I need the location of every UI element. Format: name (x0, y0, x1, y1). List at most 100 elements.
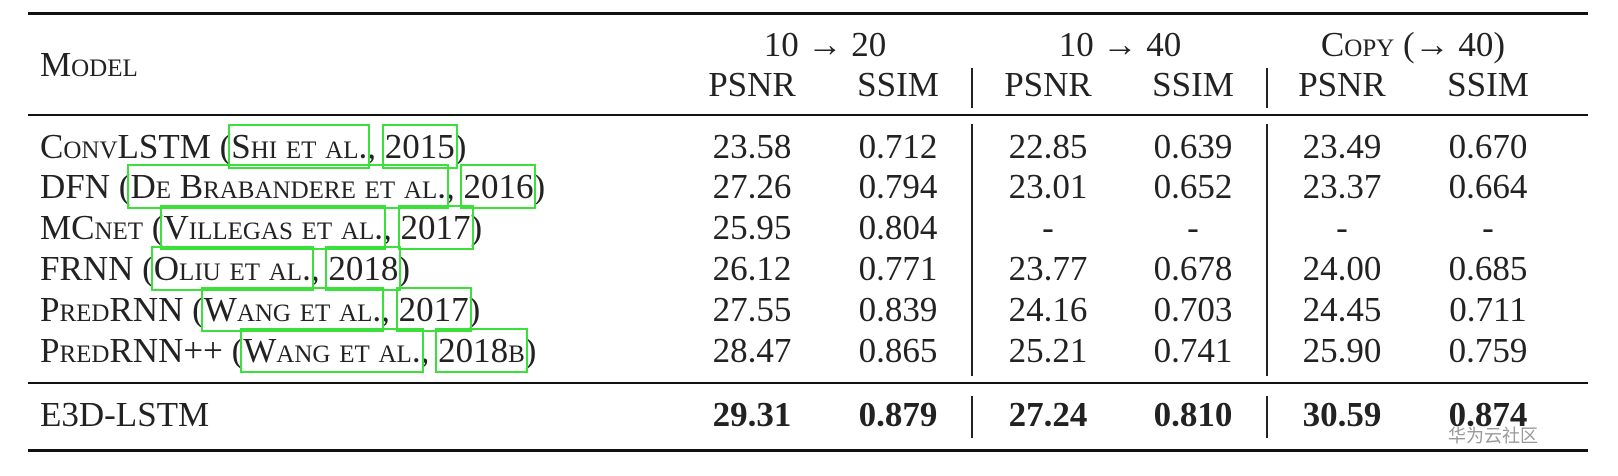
model-text: MCnet ( (40, 208, 164, 247)
citation-link: 2017 (397, 205, 474, 250)
cell-value: 0.865 (858, 331, 938, 370)
cell-value: 30.59 (1302, 395, 1382, 434)
citation-link: 2018 (325, 246, 402, 291)
cell-value: 23.49 (1302, 127, 1382, 166)
cell-value: 0.652 (1153, 167, 1233, 206)
cell-value: - (1042, 208, 1054, 247)
cell-value: 28.47 (712, 331, 792, 370)
cell-value: 27.55 (712, 290, 792, 329)
watermark: 华为云社区 (1448, 426, 1538, 447)
column-separator (1266, 396, 1268, 438)
model-name: DFN (De Brabandere et al., 2016) (40, 164, 546, 209)
metric-header: SSIM (1447, 65, 1529, 104)
bottom-rule (28, 449, 1588, 452)
model-name: PredRNN (Wang et al., 2017) (40, 287, 481, 332)
cell-value: - (1336, 208, 1348, 247)
model-text: ) (533, 167, 546, 206)
column-separator (971, 68, 973, 108)
model-text: FRNN ( (40, 249, 154, 288)
cell-value: 0.794 (858, 167, 938, 206)
model-name: PredRNN++ (Wang et al., 2018b) (40, 328, 537, 373)
model-name: MCnet (Villegas et al., 2017) (40, 205, 483, 250)
model-header: Model (40, 45, 138, 84)
group-header: 10 → 40 (1058, 25, 1182, 64)
cell-value: 0.670 (1448, 127, 1528, 166)
citation-link: 2016 (460, 164, 537, 209)
cell-value: 0.839 (858, 290, 938, 329)
cell-value: 26.12 (712, 249, 792, 288)
model-text: , (367, 127, 385, 166)
cell-value: 0.804 (858, 208, 938, 247)
model-text: , (420, 331, 439, 370)
citation-link: 2015 (381, 124, 458, 169)
metric-header: SSIM (1152, 65, 1234, 104)
cell-value: - (1187, 208, 1199, 247)
cell-value: 24.00 (1302, 249, 1382, 288)
model-text: PredRNN ( (40, 290, 204, 329)
cell-value: 24.16 (1008, 290, 1088, 329)
cell-value: 0.703 (1153, 290, 1233, 329)
cell-value: - (1482, 208, 1494, 247)
model-text: ) (398, 249, 410, 288)
header-rule (28, 114, 1588, 116)
cell-value: 23.37 (1302, 167, 1382, 206)
model-name: ConvLSTM (Shi et al., 2015) (40, 124, 467, 169)
cell-value: 23.58 (712, 127, 792, 166)
model-text: , (445, 167, 464, 206)
cell-value: 27.26 (712, 167, 792, 206)
model-text: PredRNN++ ( (40, 331, 244, 370)
cell-value: 0.712 (858, 127, 938, 166)
cell-value: 0.810 (1153, 395, 1233, 434)
model-text: , (381, 290, 399, 329)
citation-link: 2018b (435, 328, 528, 373)
cell-value: 25.90 (1302, 331, 1382, 370)
cell-value: 0.664 (1448, 167, 1528, 206)
cell-value: 25.95 (712, 208, 792, 247)
model-text: ) (470, 208, 483, 247)
citation-link: Shi et al. (228, 124, 371, 169)
model-name: E3D-LSTM (40, 395, 210, 434)
cell-value: 23.01 (1008, 167, 1088, 206)
model-text: DFN ( (40, 167, 131, 206)
cell-value: 22.85 (1008, 127, 1088, 166)
cell-value: 0.759 (1448, 331, 1528, 370)
citation-link: Wang et al. (240, 328, 424, 373)
model-text: , (310, 249, 329, 288)
mid-rule (28, 382, 1588, 384)
metric-header: PSNR (708, 65, 796, 104)
top-rule (28, 12, 1588, 15)
cell-value: 0.874 (1448, 395, 1528, 434)
metric-header: SSIM (857, 65, 939, 104)
model-text: ) (524, 331, 537, 370)
cell-value: 23.77 (1008, 249, 1088, 288)
model-name: FRNN (Oliu et al., 2018) (40, 246, 410, 291)
metric-header: PSNR (1004, 65, 1092, 104)
cell-value: 24.45 (1302, 290, 1382, 329)
column-separator (971, 124, 973, 376)
metric-header: PSNR (1298, 65, 1386, 104)
cell-value: 29.31 (712, 395, 792, 434)
model-text: ) (468, 290, 481, 329)
cell-value: 25.21 (1008, 331, 1088, 370)
model-text: ConvLSTM ( (40, 127, 232, 166)
group-header: 10 → 20 (763, 25, 887, 64)
citation-link: 2017 (395, 287, 472, 332)
citation-link: Oliu et al. (150, 246, 314, 291)
cell-value: 0.879 (858, 395, 938, 434)
cell-value: 0.711 (1449, 290, 1527, 329)
cell-value: 0.685 (1448, 249, 1528, 288)
citation-link: Villegas et al. (160, 205, 387, 250)
cell-value: 27.24 (1008, 395, 1088, 434)
citation-link: De Brabandere et al. (127, 164, 449, 209)
citation-link: Wang et al. (200, 287, 385, 332)
cell-value: 0.771 (858, 249, 938, 288)
column-separator (1266, 124, 1268, 376)
column-separator (971, 396, 973, 438)
cell-value: 0.639 (1153, 127, 1233, 166)
cell-value: 0.741 (1153, 331, 1233, 370)
group-header: Copy (→ 40) (1320, 25, 1506, 64)
cell-value: 0.678 (1153, 249, 1233, 288)
model-text: ) (454, 127, 467, 166)
model-text: , (383, 208, 401, 247)
